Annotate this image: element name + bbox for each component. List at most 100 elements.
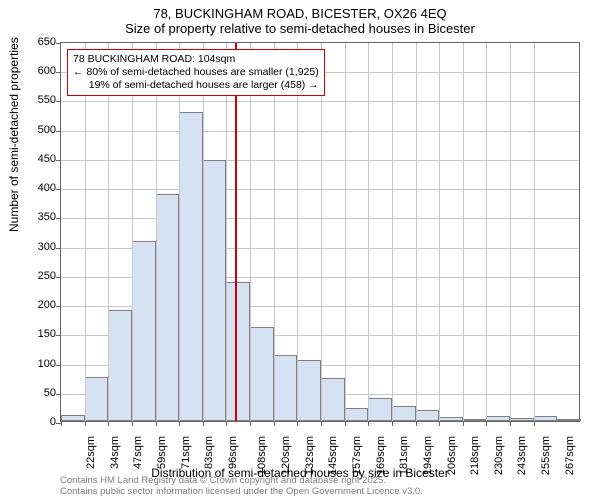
xtick-mark (486, 421, 487, 426)
gridline-v (392, 43, 393, 421)
xtick-label: 181sqm (398, 436, 410, 475)
xtick-label: 47sqm (132, 436, 144, 469)
histogram-bar (61, 415, 85, 421)
gridline-v (179, 43, 180, 421)
xtick-mark (226, 421, 227, 426)
ytick-label: 650 (38, 36, 56, 48)
histogram-bar (534, 416, 558, 421)
xtick-label: 120sqm (280, 436, 292, 475)
xtick-label: 230sqm (493, 436, 505, 475)
xtick-label: 22sqm (85, 436, 97, 469)
xtick-mark (179, 421, 180, 426)
gridline-h (61, 218, 579, 219)
attribution-text: Contains HM Land Registry data © Crown c… (60, 476, 423, 498)
ytick-mark (56, 189, 61, 190)
histogram-bar (156, 194, 180, 421)
ytick-label: 500 (38, 124, 56, 136)
xtick-mark (297, 421, 298, 426)
histogram-bar (439, 417, 463, 421)
xtick-label: 169sqm (375, 436, 387, 475)
gridline-v (463, 43, 464, 421)
histogram-bar (321, 378, 345, 421)
ytick-mark (56, 218, 61, 219)
xtick-label: 96sqm (227, 436, 239, 469)
gridline-h (61, 101, 579, 102)
ytick-mark (56, 277, 61, 278)
gridline-v (250, 43, 251, 421)
ytick-mark (56, 43, 61, 44)
xtick-mark (321, 421, 322, 426)
xtick-mark (463, 421, 464, 426)
xtick-label: 267sqm (564, 436, 576, 475)
ytick-label: 0 (50, 416, 56, 428)
annotation-line-2: ← 80% of semi-detached houses are smalle… (73, 66, 319, 79)
gridline-v (534, 43, 535, 421)
xtick-mark (439, 421, 440, 426)
xtick-mark (250, 421, 251, 426)
gridline-v (297, 43, 298, 421)
gridline-v (274, 43, 275, 421)
marker-line (235, 43, 237, 421)
xtick-mark (274, 421, 275, 426)
gridline-h (61, 160, 579, 161)
xtick-label: 206sqm (446, 436, 458, 475)
histogram-bar (250, 327, 274, 421)
histogram-bar (85, 377, 109, 421)
gridline-h (61, 189, 579, 190)
ytick-label: 200 (38, 299, 56, 311)
ytick-mark (56, 160, 61, 161)
annotation-line-1: 78 BUCKINGHAM ROAD: 104sqm (73, 53, 319, 66)
xtick-mark (368, 421, 369, 426)
xtick-label: 157sqm (351, 436, 363, 475)
xtick-label: 194sqm (422, 436, 434, 475)
histogram-bar (108, 310, 132, 421)
ytick-label: 350 (38, 211, 56, 223)
xtick-mark (85, 421, 86, 426)
annotation-box: 78 BUCKINGHAM ROAD: 104sqm ← 80% of semi… (67, 49, 325, 96)
gridline-v (510, 43, 511, 421)
xtick-mark (392, 421, 393, 426)
ytick-label: 150 (38, 328, 56, 340)
xtick-label: 59sqm (156, 436, 168, 469)
ytick-label: 250 (38, 270, 56, 282)
ytick-label: 50 (44, 387, 56, 399)
xtick-mark (61, 421, 62, 426)
plot-area: 78 BUCKINGHAM ROAD: 104sqm ← 80% of semi… (60, 42, 580, 422)
gridline-v (345, 43, 346, 421)
histogram-bar (416, 410, 440, 421)
ytick-label: 600 (38, 65, 56, 77)
xtick-label: 255sqm (540, 436, 552, 475)
ytick-mark (56, 394, 61, 395)
histogram-bar (557, 419, 581, 421)
xtick-mark (534, 421, 535, 426)
ytick-mark (56, 72, 61, 73)
y-axis-label: Number of semi-detached properties (7, 37, 21, 232)
attribution-line-2: Contains public sector information licen… (60, 487, 423, 498)
ytick-label: 100 (38, 358, 56, 370)
histogram-bar (510, 418, 534, 421)
histogram-bar (463, 419, 487, 421)
gridline-v (203, 43, 204, 421)
xtick-mark (510, 421, 511, 426)
ytick-label: 400 (38, 182, 56, 194)
ytick-label: 550 (38, 94, 56, 106)
ytick-mark (56, 335, 61, 336)
annotation-line-3: 19% of semi-detached houses are larger (… (73, 79, 319, 92)
histogram-bar (274, 355, 298, 421)
gridline-v (85, 43, 86, 421)
chart-title-main: 78, BUCKINGHAM ROAD, BICESTER, OX26 4EQ (0, 0, 600, 21)
histogram-bar (486, 416, 510, 421)
histogram-bar (345, 408, 369, 421)
xtick-label: 145sqm (328, 436, 340, 475)
xtick-label: 34sqm (109, 436, 121, 469)
ytick-label: 300 (38, 241, 56, 253)
ytick-label: 450 (38, 153, 56, 165)
xtick-label: 108sqm (257, 436, 269, 475)
gridline-v (368, 43, 369, 421)
histogram-bar (179, 112, 203, 421)
xtick-label: 243sqm (517, 436, 529, 475)
chart-container: 78, BUCKINGHAM ROAD, BICESTER, OX26 4EQ … (0, 0, 600, 500)
xtick-mark (416, 421, 417, 426)
gridline-v (439, 43, 440, 421)
gridline-v (416, 43, 417, 421)
